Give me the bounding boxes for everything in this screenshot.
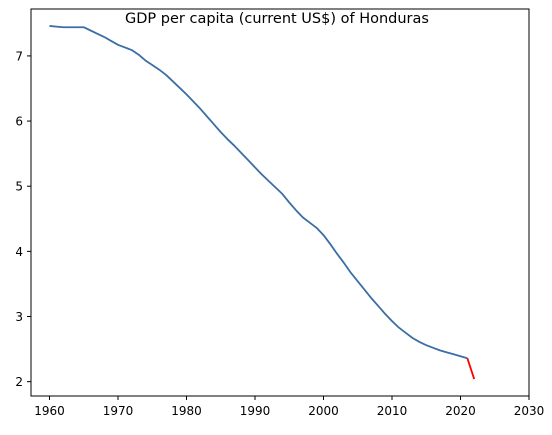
y-tick-label: 4 (15, 245, 23, 259)
x-tick-label: 2000 (308, 404, 339, 418)
y-tick-label: 3 (15, 310, 23, 324)
y-tick-label: 7 (15, 49, 23, 63)
x-tick-label: 1990 (240, 404, 271, 418)
y-axis: 2 3 4 5 6 7 (15, 49, 31, 389)
y-tick-label: 5 (15, 180, 23, 194)
x-tick-label: 1960 (34, 404, 65, 418)
x-tick-label: 2010 (377, 404, 408, 418)
x-tick-label: 1980 (171, 404, 202, 418)
x-axis: 1960 1970 1980 1990 2000 2010 2020 2030 (34, 396, 544, 418)
axes-frame (31, 9, 529, 396)
series-line-2 (467, 358, 474, 379)
plot-area (50, 26, 475, 379)
chart-title: GDP per capita (current US$) of Honduras (125, 11, 429, 27)
x-tick-label: 1970 (103, 404, 134, 418)
y-tick-label: 2 (15, 375, 23, 389)
y-tick-label: 6 (15, 115, 23, 129)
x-tick-label: 2020 (445, 404, 476, 418)
x-tick-label: 2030 (514, 404, 545, 418)
series-line-1 (50, 26, 468, 358)
